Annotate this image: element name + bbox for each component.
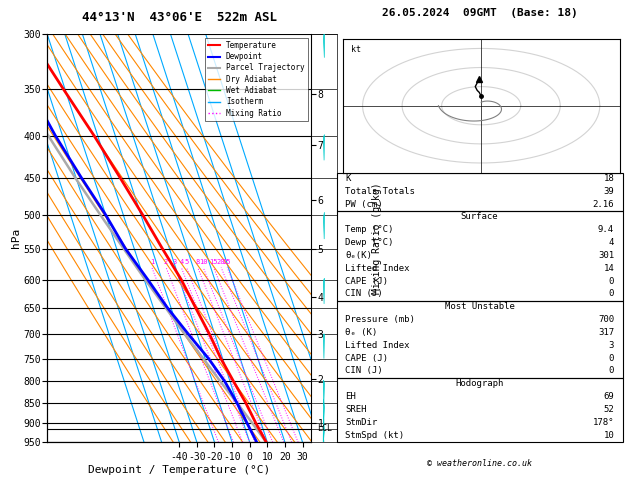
Polygon shape [323, 30, 325, 58]
Polygon shape [323, 278, 325, 304]
Y-axis label: km
ASL: km ASL [351, 42, 369, 64]
Text: Dewp (°C): Dewp (°C) [345, 238, 394, 247]
Text: 10: 10 [199, 260, 208, 265]
Polygon shape [323, 437, 325, 465]
Text: Mixing Ratio (g/kg): Mixing Ratio (g/kg) [372, 182, 382, 294]
Text: 4: 4 [609, 238, 614, 247]
Text: θₑ (K): θₑ (K) [345, 328, 377, 337]
Text: θₑ(K): θₑ(K) [345, 251, 372, 260]
Text: StmSpd (kt): StmSpd (kt) [345, 431, 404, 440]
Text: 0: 0 [609, 354, 614, 363]
Text: K: K [345, 174, 350, 183]
Text: Most Unstable: Most Unstable [445, 302, 515, 311]
Text: 14: 14 [603, 264, 614, 273]
Text: 8: 8 [196, 260, 200, 265]
Text: CIN (J): CIN (J) [345, 289, 382, 298]
Legend: Temperature, Dewpoint, Parcel Trajectory, Dry Adiabat, Wet Adiabat, Isotherm, Mi: Temperature, Dewpoint, Parcel Trajectory… [205, 38, 308, 121]
Text: 25: 25 [223, 260, 231, 265]
Text: CIN (J): CIN (J) [345, 366, 382, 376]
Text: 39: 39 [603, 187, 614, 196]
Text: CAPE (J): CAPE (J) [345, 354, 388, 363]
Text: PW (cm): PW (cm) [345, 199, 382, 208]
Text: LCL: LCL [316, 424, 331, 434]
Text: Totals Totals: Totals Totals [345, 187, 415, 196]
Text: Pressure (mb): Pressure (mb) [345, 315, 415, 324]
Bar [337, 378, 623, 442]
Text: 44°13'N  43°06'E  522m ASL: 44°13'N 43°06'E 522m ASL [82, 11, 277, 24]
Text: 10: 10 [603, 431, 614, 440]
Text: 26.05.2024  09GMT  (Base: 18): 26.05.2024 09GMT (Base: 18) [382, 8, 577, 17]
Text: 9.4: 9.4 [598, 225, 614, 234]
Text: 3: 3 [609, 341, 614, 350]
Text: Lifted Index: Lifted Index [345, 341, 409, 350]
Polygon shape [323, 135, 325, 160]
Text: 69: 69 [603, 392, 614, 401]
Text: EH: EH [345, 392, 356, 401]
Polygon shape [323, 334, 325, 359]
Text: CAPE (J): CAPE (J) [345, 277, 388, 286]
Text: 0: 0 [609, 289, 614, 298]
Text: 1: 1 [150, 260, 154, 265]
Text: 5: 5 [184, 260, 189, 265]
Bar [337, 211, 623, 301]
Bar [337, 173, 623, 211]
Text: kt: kt [351, 45, 360, 53]
Text: StmDir: StmDir [345, 418, 377, 427]
Text: © weatheronline.co.uk: © weatheronline.co.uk [427, 459, 532, 468]
Bar [337, 301, 623, 378]
Text: Temp (°C): Temp (°C) [345, 225, 394, 234]
Text: 3: 3 [173, 260, 177, 265]
Text: 15: 15 [209, 260, 218, 265]
Text: 2.16: 2.16 [593, 199, 614, 208]
Text: Hodograph: Hodograph [455, 379, 504, 388]
Text: 20: 20 [217, 260, 225, 265]
Text: 2: 2 [164, 260, 168, 265]
Text: 4: 4 [179, 260, 184, 265]
Text: 18: 18 [603, 174, 614, 183]
Polygon shape [323, 399, 325, 427]
Text: 700: 700 [598, 315, 614, 324]
X-axis label: Dewpoint / Temperature (°C): Dewpoint / Temperature (°C) [88, 465, 270, 475]
Polygon shape [323, 415, 325, 444]
Text: 52: 52 [603, 405, 614, 414]
Text: SREH: SREH [345, 405, 367, 414]
Text: 0: 0 [609, 277, 614, 286]
Polygon shape [323, 212, 325, 239]
Text: Surface: Surface [461, 212, 498, 221]
Text: Lifted Index: Lifted Index [345, 264, 409, 273]
Text: 178°: 178° [593, 418, 614, 427]
Text: 0: 0 [609, 366, 614, 376]
Y-axis label: hPa: hPa [11, 228, 21, 248]
Polygon shape [323, 380, 325, 406]
Text: 301: 301 [598, 251, 614, 260]
Text: 317: 317 [598, 328, 614, 337]
